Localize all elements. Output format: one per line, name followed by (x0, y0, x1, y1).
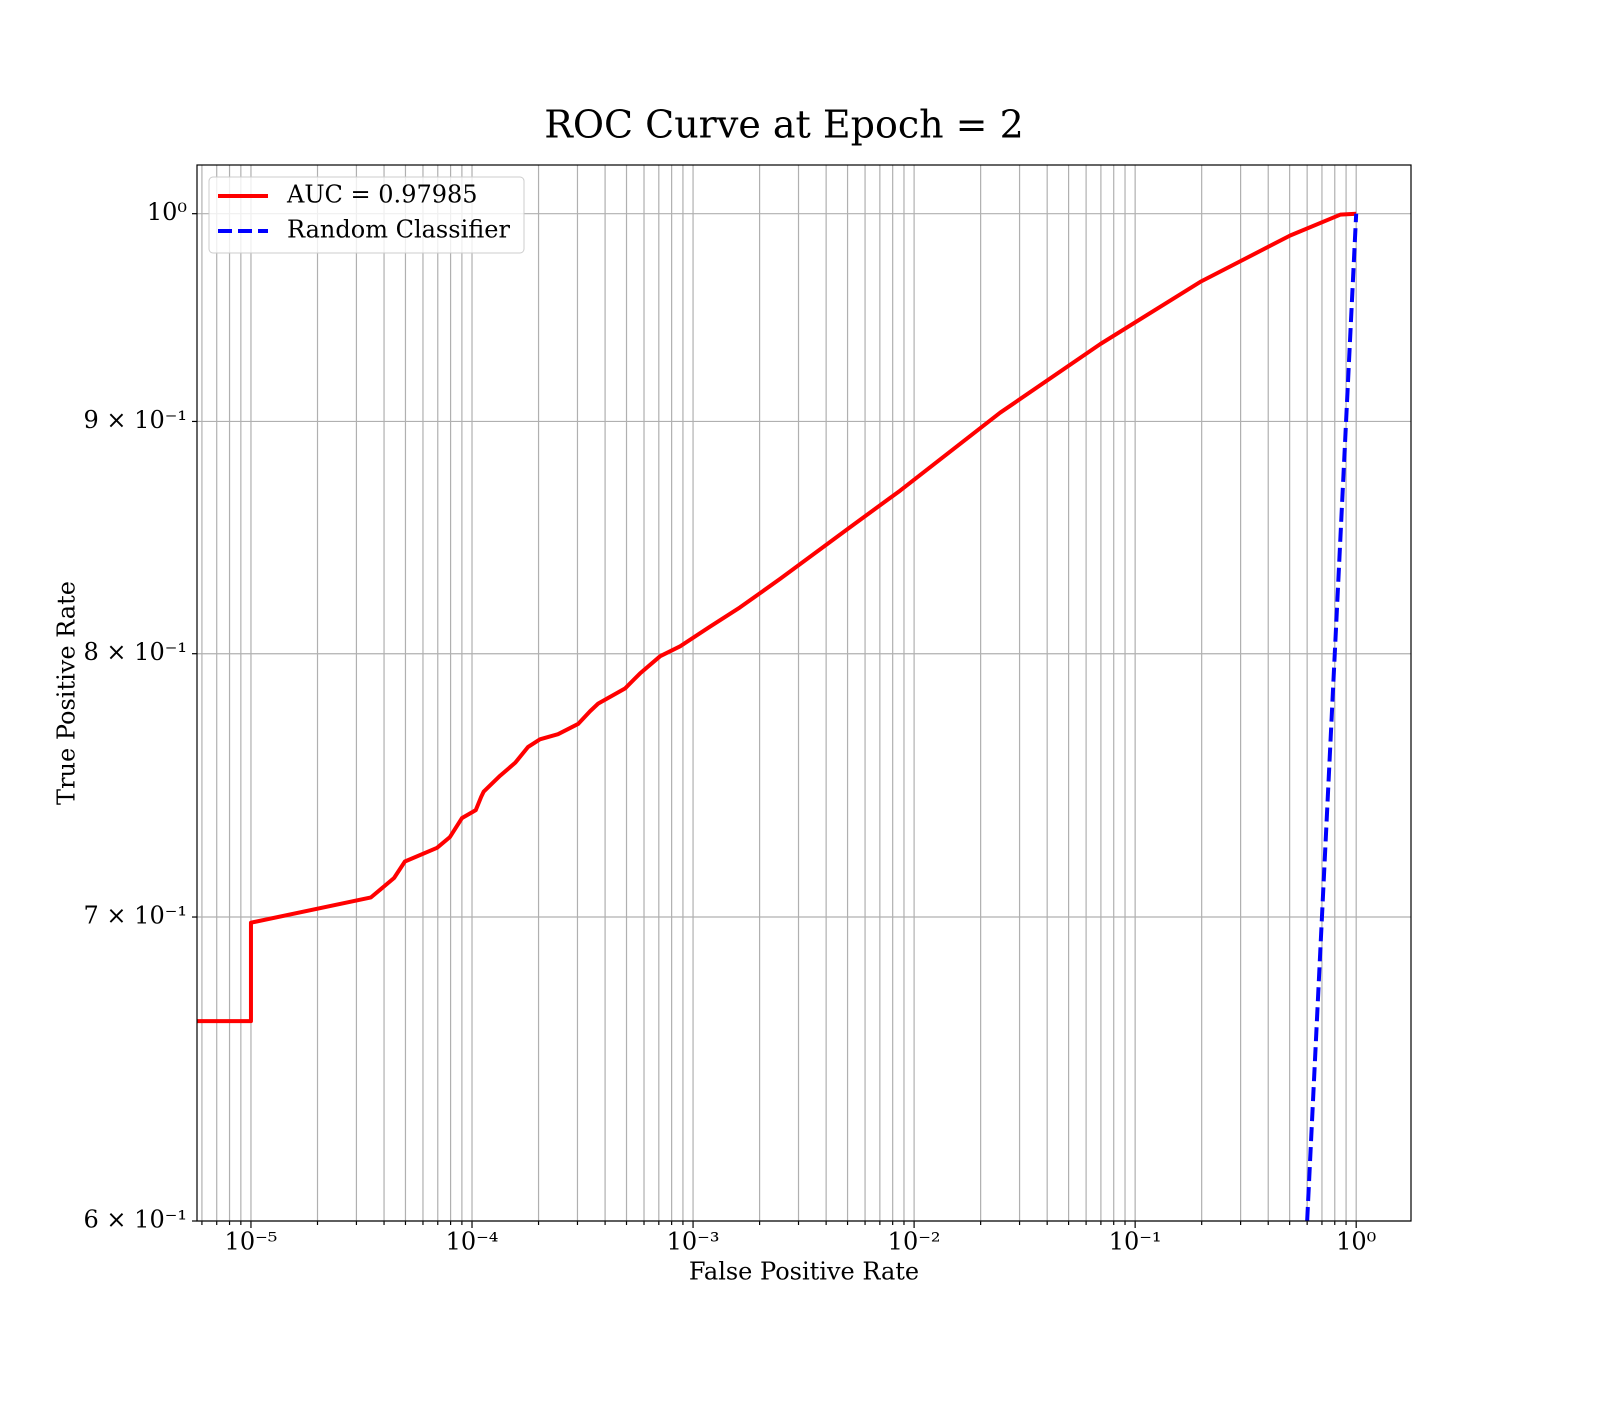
y-tick-label: 6 × 10⁻¹ (84, 1206, 187, 1234)
line (1305, 213, 1359, 1221)
y-tick-label: 10⁰ (147, 198, 187, 226)
x-axis-label: False Positive Rate (689, 1258, 919, 1286)
legend-label: Random Classifier (287, 216, 510, 244)
legend-box (208, 176, 525, 254)
line (197, 211, 1357, 1024)
x-tick-label: 10⁻⁵ (225, 1228, 278, 1256)
y-tick-label: 8 × 10⁻¹ (84, 638, 187, 666)
x-tick-label: 10⁻² (888, 1228, 941, 1256)
x-tick-label: 10⁻¹ (1109, 1228, 1162, 1256)
plot-frame (196, 164, 1412, 1222)
x-tick-label: 10⁰ (1336, 1228, 1376, 1256)
y-tick-label: 9 × 10⁻¹ (84, 406, 187, 434)
x-tick-label: 10⁻⁴ (446, 1228, 499, 1256)
legend-label: AUC = 0.97985 (286, 181, 478, 209)
y-axis-label: True Positive Rate (53, 581, 81, 805)
chart-title: ROC Curve at Epoch = 2 (544, 103, 1024, 147)
y-tick-label: 7 × 10⁻¹ (84, 902, 187, 930)
x-tick-label: 10⁻³ (667, 1228, 720, 1256)
